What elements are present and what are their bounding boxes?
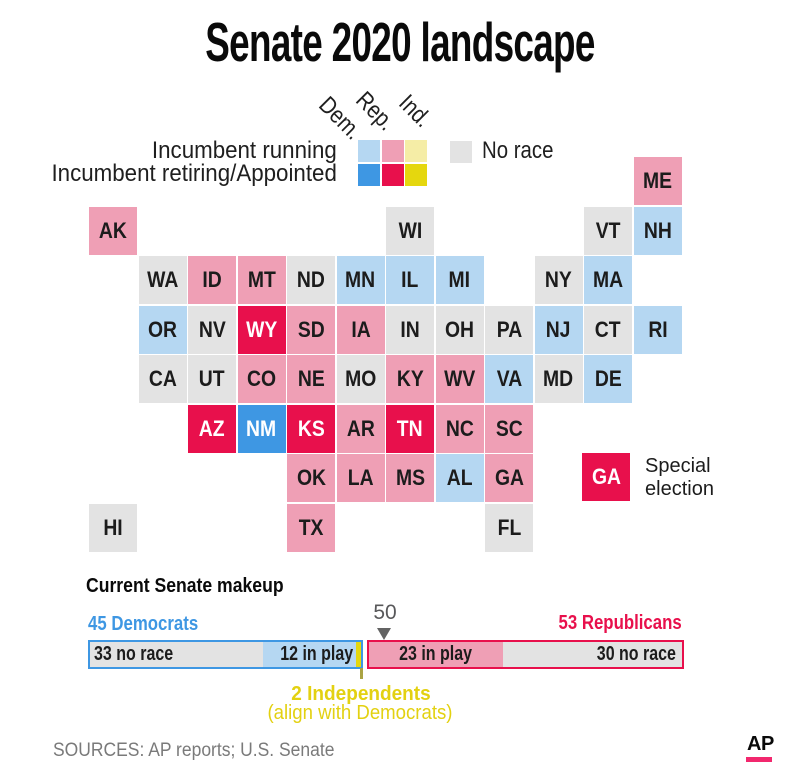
state-tile-sc: SC xyxy=(485,404,533,453)
independents-note: (align with Democrats) xyxy=(267,702,453,724)
republicans-bar: 23 in play 30 no race xyxy=(367,640,684,669)
state-tile-ga: GA xyxy=(485,454,533,502)
state-tile-ne: NE xyxy=(287,355,335,403)
legend-no-race-swatch xyxy=(450,141,472,163)
state-tile-md: MD xyxy=(534,355,583,403)
independents-label: 2 Independents xyxy=(291,683,431,705)
legend-swatch-ind-running xyxy=(405,140,427,162)
makeup-heading: Current Senate makeup xyxy=(86,575,284,597)
state-tile-al: AL xyxy=(435,454,484,502)
state-tile-co: CO xyxy=(237,355,286,403)
state-tile-ut: UT xyxy=(188,355,236,403)
state-tile-tn: TN xyxy=(386,404,434,453)
democrats-total-label: 45 Democrats xyxy=(88,613,199,635)
rep-in-play-segment: 23 in play xyxy=(369,642,503,667)
legend-incumbent-running-label: Incumbent running xyxy=(152,137,337,164)
state-tile-nv: NV xyxy=(188,305,236,354)
state-tile-ri: RI xyxy=(633,305,682,354)
state-tile-ia: IA xyxy=(336,305,385,354)
special-election-label: Special election xyxy=(645,455,714,500)
state-tile-ms: MS xyxy=(386,454,434,502)
state-tile-nj: NJ xyxy=(534,305,583,354)
republicans-total-label: 53 Republicans xyxy=(558,612,682,634)
state-tile-ky: KY xyxy=(386,355,434,403)
state-tile-ny: NY xyxy=(534,256,583,304)
state-tile-ct: CT xyxy=(584,305,632,354)
legend-swatch-rep-running xyxy=(381,140,404,162)
state-tile-sd: SD xyxy=(287,305,335,354)
state-tile-nd: ND xyxy=(287,256,335,304)
legend-incumbent-retiring-label: Incumbent retiring/Appointed xyxy=(51,160,337,187)
dem-no-race-segment: 33 no race xyxy=(90,642,263,667)
independents-tick xyxy=(360,668,363,679)
state-tile-me: ME xyxy=(633,157,682,205)
legend-swatch-rep-retiring xyxy=(381,163,404,186)
rep-no-race-segment: 30 no race xyxy=(503,642,682,667)
state-tile-ok: OK xyxy=(287,454,335,502)
state-tile-mo: MO xyxy=(336,355,385,403)
ap-logo: AP xyxy=(747,733,774,755)
state-tile-ks: KS xyxy=(287,404,335,453)
state-tile-nh: NH xyxy=(633,206,682,255)
state-tile-oh: OH xyxy=(435,305,484,354)
state-tile-mt: MT xyxy=(237,256,286,304)
state-tile-id: ID xyxy=(188,256,236,304)
state-tile-az: AZ xyxy=(188,404,236,453)
state-tile-fl: FL xyxy=(485,503,533,552)
state-tile-ca: CA xyxy=(138,355,187,403)
state-tile-vt: VT xyxy=(584,206,632,255)
state-tile-ak: AK xyxy=(89,206,137,255)
state-tile-ar: AR xyxy=(336,404,385,453)
state-tile-pa: PA xyxy=(485,305,533,354)
state-tile-mi: MI xyxy=(435,256,484,304)
state-tile-nm: NM xyxy=(237,404,286,453)
state-tile-wi: WI xyxy=(386,206,434,255)
state-tile-wy: WY xyxy=(237,305,286,354)
state-tile-mn: MN xyxy=(336,256,385,304)
independents-segment xyxy=(356,642,361,667)
majority-marker-arrow xyxy=(377,628,391,640)
state-tile-hi: HI xyxy=(89,503,137,552)
state-tile-in: IN xyxy=(386,305,434,354)
state-tile-wa: WA xyxy=(138,256,187,304)
state-tile-la: LA xyxy=(336,454,385,502)
sources-line: SOURCES: AP reports; U.S. Senate xyxy=(53,740,335,761)
democrats-bar: 33 no race 12 in play xyxy=(88,640,363,669)
majority-marker-label: 50 xyxy=(373,601,397,624)
legend-swatch-dem-retiring xyxy=(358,163,380,186)
state-tile-or: OR xyxy=(138,305,187,354)
special-election-tile: GA xyxy=(582,453,630,501)
state-tile-il: IL xyxy=(386,256,434,304)
state-tile-va: VA xyxy=(485,355,533,403)
legend-swatch-dem-running xyxy=(358,140,380,162)
page-title: Senate 2020 landscape xyxy=(205,11,595,73)
state-tile-ma: MA xyxy=(584,256,632,304)
state-tile-wv: WV xyxy=(435,355,484,403)
legend-ind-label: Ind. xyxy=(393,89,437,133)
ap-logo-underline xyxy=(746,757,772,762)
dem-in-play-segment: 12 in play xyxy=(263,642,356,667)
state-tile-nc: NC xyxy=(435,404,484,453)
legend-swatch-ind-retiring xyxy=(405,163,427,186)
state-tile-tx: TX xyxy=(287,503,335,552)
state-tile-de: DE xyxy=(584,355,632,403)
legend-no-race-label: No race xyxy=(482,137,554,164)
